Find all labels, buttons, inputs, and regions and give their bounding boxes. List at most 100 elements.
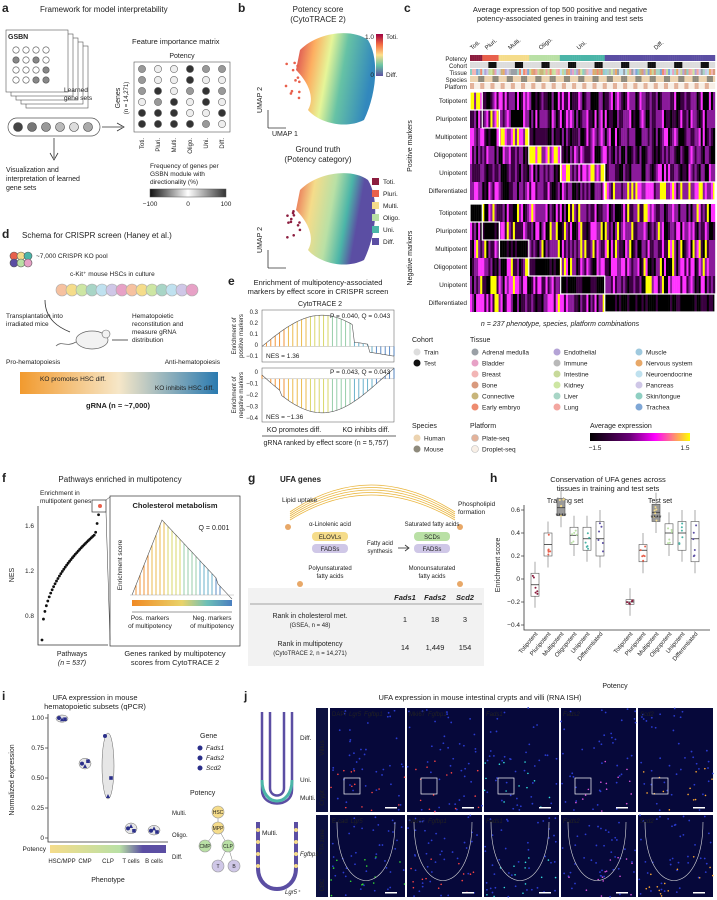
heat-cell xyxy=(688,276,691,294)
heat-cell xyxy=(578,294,581,312)
dot xyxy=(392,831,394,833)
heat-cell xyxy=(696,110,699,128)
inset-box xyxy=(420,777,438,795)
dot xyxy=(419,820,421,823)
dot xyxy=(297,581,303,587)
label: Tissue xyxy=(450,71,468,77)
dot xyxy=(681,522,684,525)
heat-cell xyxy=(712,182,716,200)
heat-cell xyxy=(512,240,516,258)
dot xyxy=(425,877,427,880)
dot xyxy=(692,531,695,534)
heat-cell xyxy=(553,128,556,146)
heat-cell xyxy=(570,182,573,200)
shape xyxy=(590,83,593,89)
heat-cell xyxy=(492,276,495,294)
dot xyxy=(480,804,483,807)
heat-cell xyxy=(474,240,477,258)
heat-cell xyxy=(568,164,571,182)
shape xyxy=(488,83,491,89)
dot xyxy=(549,550,552,553)
dot xyxy=(645,720,648,722)
shape xyxy=(557,55,561,61)
heat-cell xyxy=(700,204,703,222)
shape xyxy=(708,69,712,75)
heat-cell xyxy=(586,222,589,240)
dot xyxy=(22,46,30,54)
dot xyxy=(572,540,575,543)
dot xyxy=(568,876,570,879)
dot xyxy=(414,817,417,820)
heat-cell xyxy=(690,222,693,240)
dot xyxy=(542,820,545,822)
label: Cholesterol metabolism xyxy=(132,501,217,510)
dot xyxy=(655,802,658,805)
heat-cell xyxy=(639,146,642,164)
dot xyxy=(646,872,649,874)
heat-cell xyxy=(596,294,599,312)
heat-cell xyxy=(508,294,512,312)
heat-cell xyxy=(678,128,681,146)
dot xyxy=(614,836,617,839)
dot xyxy=(519,805,522,808)
dot xyxy=(560,720,563,723)
shape xyxy=(498,83,501,89)
heat-cell xyxy=(592,294,595,312)
shape xyxy=(588,69,591,75)
dot xyxy=(526,889,528,891)
label: −100 xyxy=(143,201,158,208)
shape xyxy=(523,76,526,82)
dot xyxy=(186,98,194,106)
path xyxy=(261,368,395,414)
shape xyxy=(657,83,661,89)
heat-cell xyxy=(651,258,654,276)
heat-cell xyxy=(588,164,591,182)
dot xyxy=(635,403,643,411)
heat-cell xyxy=(516,146,520,164)
shape xyxy=(659,69,663,75)
heat-cell xyxy=(539,276,542,294)
heat-cell xyxy=(543,204,546,222)
panel-letter: j xyxy=(243,689,247,703)
heat-cell xyxy=(531,128,534,146)
shape xyxy=(478,55,481,61)
shape xyxy=(700,62,703,68)
shape xyxy=(621,76,624,82)
heat-cell xyxy=(563,204,567,222)
heat-cell xyxy=(498,182,501,200)
dot xyxy=(663,882,666,885)
heat-cell xyxy=(686,204,689,222)
dot xyxy=(518,785,520,787)
label: Conservation of UFA genes across xyxy=(550,475,666,484)
shape xyxy=(474,76,477,82)
heat-cell xyxy=(551,258,554,276)
shape xyxy=(596,55,599,61)
heat-cell xyxy=(504,240,507,258)
label: UMAP 1 xyxy=(272,131,298,138)
panel-letter: c xyxy=(404,1,411,15)
heat-cell xyxy=(504,204,507,222)
dot xyxy=(575,786,577,789)
heat-cell xyxy=(674,128,677,146)
dot xyxy=(170,120,178,128)
shape xyxy=(521,62,524,68)
heat-cell xyxy=(561,92,565,110)
marker xyxy=(63,717,67,721)
heat-cell xyxy=(539,164,542,182)
dot xyxy=(471,403,479,411)
heat-cell xyxy=(553,222,556,240)
heat-cell xyxy=(519,240,522,258)
dot xyxy=(709,841,712,844)
label: 0.3 xyxy=(250,310,259,316)
heat-cell xyxy=(633,128,636,146)
dot xyxy=(536,886,539,889)
dot xyxy=(675,773,678,776)
shape xyxy=(706,62,710,68)
heat-cell xyxy=(655,240,659,258)
dot xyxy=(626,757,629,760)
heat-cell xyxy=(512,128,516,146)
shape xyxy=(91,499,107,513)
shape xyxy=(547,55,550,61)
heat-cell xyxy=(586,276,589,294)
shape xyxy=(649,62,652,68)
